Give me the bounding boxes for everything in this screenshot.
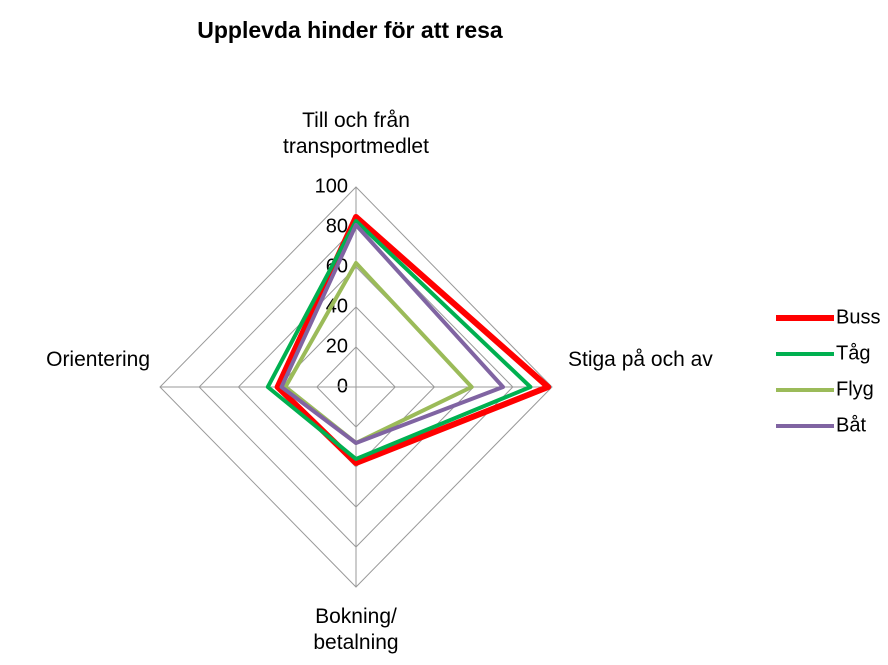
tick-label: 100: [315, 175, 348, 197]
tick-label: 80: [326, 215, 348, 237]
category-label: Stiga på och av: [568, 348, 713, 371]
series-line: [274, 214, 552, 466]
tick-label: 40: [326, 295, 348, 317]
legend-label: Tåg: [836, 342, 870, 364]
category-label: Orientering: [46, 348, 150, 371]
chart-title: Upplevda hinder för att resa: [197, 17, 503, 43]
series-line: [279, 223, 505, 445]
legend-label: Buss: [836, 306, 880, 328]
series-line: [283, 261, 474, 445]
legend-label: Flyg: [836, 378, 874, 400]
tick-label: 0: [337, 375, 348, 397]
tick-label: 20: [326, 335, 348, 357]
series-line: [265, 219, 533, 461]
category-label: Bokning/ betalning: [313, 605, 399, 654]
category-label: Till och från transportmedlet: [283, 109, 429, 158]
legend-label: Båt: [836, 414, 866, 436]
